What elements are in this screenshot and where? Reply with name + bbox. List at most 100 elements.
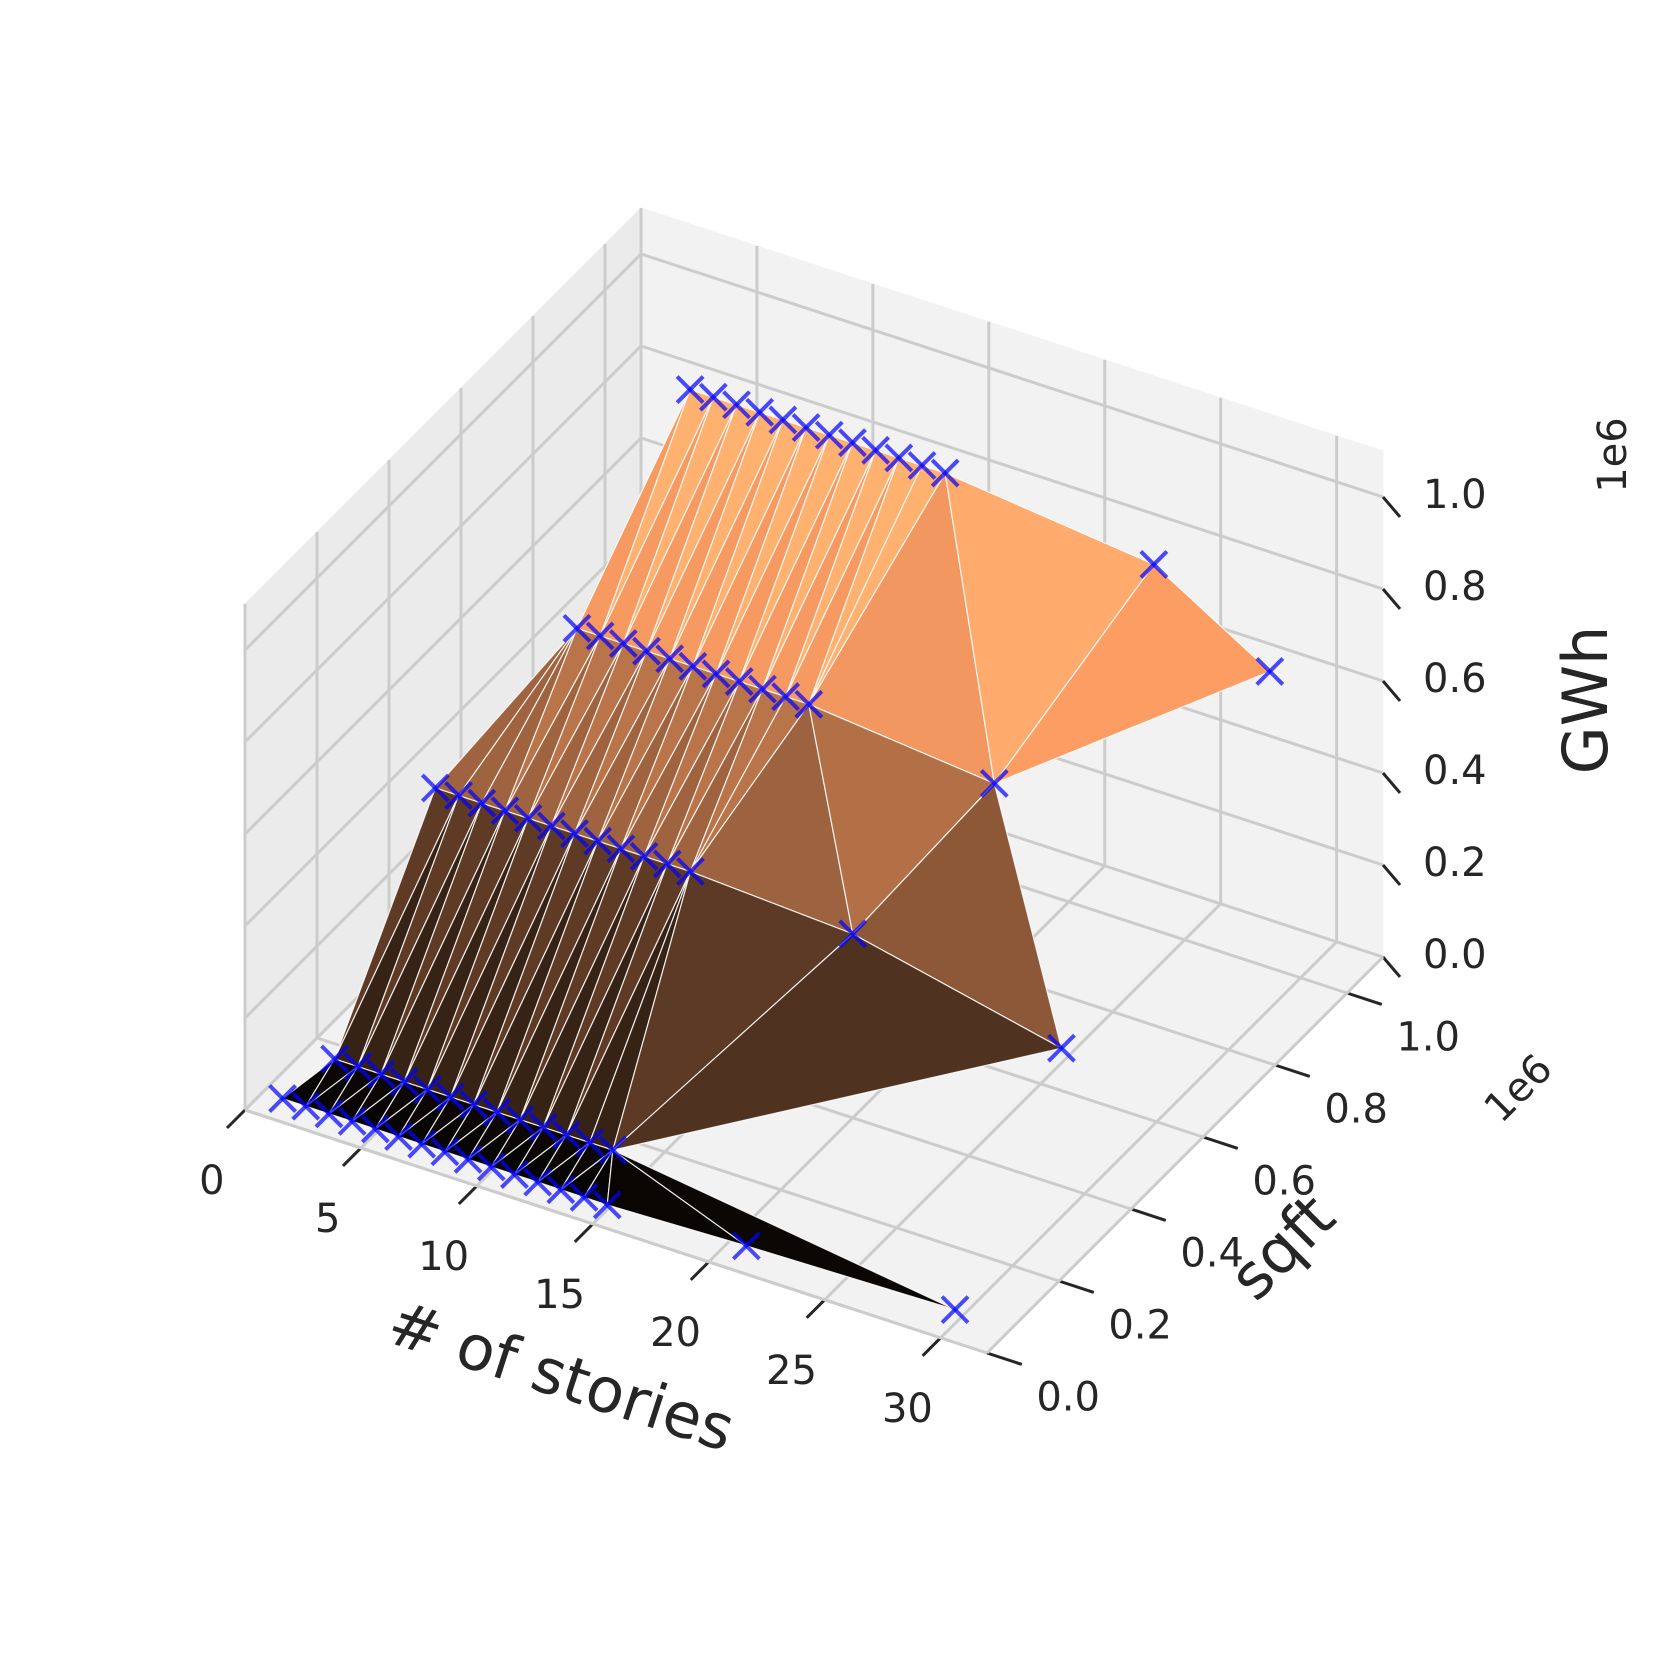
marker [629,841,659,871]
marker-stroke [652,849,682,879]
marker-stroke [745,397,775,427]
tick-mark [1381,956,1402,978]
grid-line [640,344,1384,591]
tick-mark [457,1184,478,1205]
marker-stroke [771,682,801,712]
marker-stroke [884,443,914,473]
marker-stroke [598,1135,628,1165]
marker-stroke [748,674,777,704]
marker [505,1105,535,1135]
marker [598,1135,628,1165]
marker-stroke [412,1074,442,1104]
grid-line [243,436,643,836]
x-tick-label: 25 [766,1348,817,1394]
marker [979,769,1009,798]
grid-line [243,252,643,652]
marker-stroke [1047,1033,1076,1063]
marker [748,674,777,704]
y-axis-label: sqft [1215,1180,1349,1314]
marker [320,1044,349,1074]
marker [632,636,661,666]
marker [1047,1033,1076,1063]
z-tick-label: 0.0 [1423,932,1487,978]
marker-stroke [476,1152,506,1182]
marker [731,1231,761,1261]
tick-mark [805,1298,826,1319]
marker-stroke [320,1044,349,1074]
marker [360,1114,390,1144]
marker-stroke [536,811,566,841]
surface-face [610,933,1064,1152]
tick-mark [1381,772,1402,794]
marker [467,788,497,818]
marker [884,443,914,473]
tick-mark [1381,496,1402,518]
marker [552,1120,581,1150]
marker-stroke [675,375,705,404]
marker-stroke [436,1082,465,1112]
marker-stroke [453,1144,483,1174]
marker [675,375,705,404]
marker [490,796,520,826]
tick-mark [921,1336,942,1357]
grid-line [939,940,1338,1339]
marker [930,458,960,488]
marker-stroke [384,1122,413,1151]
y-tick-label: 0.8 [1324,1087,1388,1133]
marker-stroke [838,428,867,458]
x-tick-label: 15 [534,1272,585,1318]
marker [585,621,615,651]
marker-stroke [907,451,937,480]
marker-stroke [420,773,450,803]
marker-stroke [523,1167,553,1197]
marker-stroke [676,857,705,886]
marker-stroke [482,1097,512,1127]
marker-stroke [291,1091,321,1121]
marker [907,451,937,480]
marker-stroke [560,819,589,848]
marker [724,667,754,696]
marker-stroke [583,826,613,856]
y-tick-label: 0.4 [1180,1231,1244,1277]
y-tick-label: 0.0 [1036,1375,1100,1421]
marker [523,1167,553,1197]
marker [655,644,685,674]
grid-line [243,344,643,744]
tick-mark [1202,1135,1239,1150]
marker [838,428,867,458]
marker-stroke [585,621,615,651]
marker [838,919,868,949]
marker-stroke [562,613,592,643]
marker [482,1097,512,1127]
marker-stroke [791,413,821,442]
marker [569,1182,599,1212]
marker [546,1175,576,1205]
marker [384,1122,413,1151]
marker [861,435,891,465]
marker-stroke [459,1090,489,1119]
marker [560,819,589,848]
marker-stroke [444,781,473,810]
tick-mark [689,1260,710,1281]
marker-stroke [731,1231,761,1261]
marker-stroke [701,659,731,689]
tick-mark [1381,588,1402,610]
tick-mark [225,1108,247,1130]
marker-stroke [979,769,1009,798]
marker-stroke [606,834,636,864]
marker [430,1137,460,1167]
marker-stroke [513,803,543,833]
marker [459,1090,489,1119]
marker-stroke [838,919,868,949]
marker [389,1067,419,1097]
marker-stroke [569,1182,599,1212]
marker-stroke [528,1112,558,1142]
marker [412,1074,442,1104]
marker-stroke [500,1160,529,1189]
marker [444,781,473,810]
marker-stroke [930,458,960,488]
marker-stroke [1255,656,1285,686]
